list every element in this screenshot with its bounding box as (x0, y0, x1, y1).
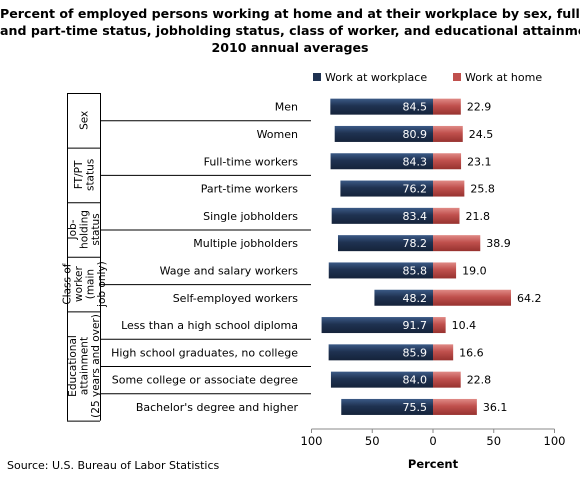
bar-home (433, 125, 463, 142)
bar-label-workplace: 75.5 (403, 401, 428, 414)
bar-home (433, 235, 481, 252)
chart-title-line-3: 2010 annual averages (211, 40, 369, 55)
category-label: Less than a high school diploma (121, 319, 298, 332)
x-tick-label: 50 (486, 434, 501, 448)
category-label: Full-time workers (204, 155, 299, 168)
category-label: Multiple jobholders (193, 237, 298, 250)
bar-label-home: 36.1 (483, 401, 508, 414)
category-label: Some college or associate degree (112, 374, 298, 387)
bar-workplace (374, 289, 433, 306)
x-tick-label: 100 (301, 434, 323, 448)
legend-swatch-home (453, 73, 461, 81)
legend-label-home: Work at home (465, 71, 542, 84)
category-label: High school graduates, no college (111, 346, 298, 359)
chart-title-line-2: and part-time status, jobholding status,… (0, 23, 580, 38)
bar-home (433, 207, 460, 224)
bar-home (433, 153, 462, 170)
bar-label-home: 64.2 (517, 292, 542, 305)
bar-workplace (330, 98, 433, 115)
chart-title: Percent of employed persons working at h… (0, 5, 580, 56)
bar-workplace (330, 371, 433, 388)
bar-label-home: 24.5 (469, 128, 494, 141)
category-label: Women (257, 128, 298, 141)
bar-label-workplace: 76.2 (403, 183, 428, 196)
group-label: Sex (79, 111, 91, 130)
x-axis-label: Percent (408, 457, 459, 471)
bar-workplace (340, 180, 433, 197)
bar-workplace (331, 207, 433, 224)
category-label: Single jobholders (203, 210, 298, 223)
bar-label-home: 22.9 (467, 101, 492, 114)
legend-swatch-workplace (313, 73, 321, 81)
group-label: Educationalattainment(25 years and over) (67, 314, 102, 418)
source-note: Source: U.S. Bureau of Labor Statistics (7, 459, 220, 472)
bar-label-workplace: 84.3 (403, 155, 428, 168)
category-label: Part-time workers (201, 183, 299, 196)
x-tick-label: 50 (365, 434, 380, 448)
bar-label-workplace: 48.2 (403, 292, 428, 305)
bar-label-home: 25.8 (470, 183, 495, 196)
bar-label-workplace: 80.9 (403, 128, 428, 141)
bar-label-workplace: 78.2 (403, 237, 428, 250)
bar-home (433, 262, 457, 279)
bar-home (433, 344, 454, 361)
bar-label-home: 38.9 (486, 237, 511, 250)
bar-workplace (328, 344, 433, 361)
bar-workplace (334, 125, 433, 142)
group-label: FT/PTstatus (73, 159, 97, 191)
bar-label-home: 19.0 (462, 264, 487, 277)
bar-label-home: 23.1 (467, 155, 492, 168)
category-label: Self-employed workers (173, 292, 299, 305)
bar-home (433, 371, 461, 388)
bar-label-home: 16.6 (459, 346, 484, 359)
bar-label-home: 21.8 (465, 210, 490, 223)
legend-label-workplace: Work at workplace (325, 71, 427, 84)
bar-workplace (328, 262, 433, 279)
category-label: Men (275, 101, 298, 114)
chart-title-line-1: Percent of employed persons working at h… (0, 6, 580, 21)
bar-workplace (337, 235, 433, 252)
bar-label-workplace: 84.0 (403, 374, 428, 387)
bar-workplace (341, 398, 433, 415)
bar-label-home: 10.4 (452, 319, 477, 332)
category-label: Bachelor's degree and higher (136, 401, 299, 414)
bar-label-workplace: 85.8 (403, 264, 428, 277)
bar-home (433, 317, 446, 334)
group-label: Job-holdingstatus (67, 210, 102, 249)
x-tick-label: 100 (544, 434, 566, 448)
bar-workplace (321, 317, 433, 334)
bar-home (433, 398, 477, 415)
category-label: Wage and salary workers (160, 264, 299, 277)
bar-home (433, 98, 461, 115)
bar-label-workplace: 83.4 (403, 210, 428, 223)
bar-home (433, 289, 512, 306)
bar-label-workplace: 84.5 (403, 101, 428, 114)
bar-workplace (330, 153, 433, 170)
bar-label-workplace: 91.7 (403, 319, 428, 332)
x-tick-label: 0 (429, 434, 436, 448)
bar-label-home: 22.8 (467, 374, 492, 387)
bar-label-workplace: 85.9 (403, 346, 428, 359)
bar-home (433, 180, 465, 197)
